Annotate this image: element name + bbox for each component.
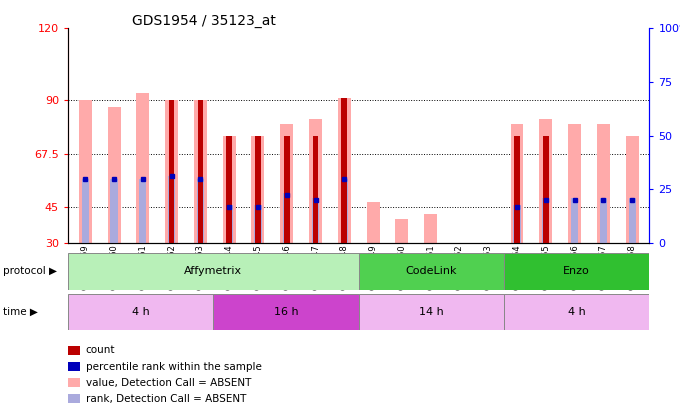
Bar — [338, 98, 351, 243]
Text: 4 h: 4 h — [132, 307, 150, 317]
Bar — [600, 198, 607, 243]
Text: percentile rank within the sample: percentile rank within the sample — [86, 362, 262, 371]
Text: time ▶: time ▶ — [3, 307, 38, 317]
Text: 14 h: 14 h — [419, 307, 444, 317]
FancyBboxPatch shape — [504, 253, 649, 290]
Bar — [341, 98, 347, 243]
Bar — [283, 193, 290, 243]
Text: value, Detection Call = ABSENT: value, Detection Call = ABSENT — [86, 378, 251, 388]
Text: CodeLink: CodeLink — [406, 266, 457, 276]
Bar — [539, 119, 552, 243]
Text: 16 h: 16 h — [274, 307, 299, 317]
Bar — [197, 100, 203, 243]
Text: Enzo: Enzo — [563, 266, 590, 276]
Bar — [568, 124, 581, 243]
Bar — [254, 205, 262, 243]
Bar — [341, 179, 348, 243]
Bar — [367, 202, 379, 243]
Bar — [82, 179, 89, 243]
Text: 4 h: 4 h — [568, 307, 585, 317]
Bar — [139, 179, 146, 243]
Bar — [165, 100, 178, 243]
Bar — [226, 136, 232, 243]
Bar — [543, 136, 549, 243]
FancyBboxPatch shape — [504, 294, 649, 330]
Bar — [223, 136, 236, 243]
Bar — [137, 93, 150, 243]
FancyBboxPatch shape — [359, 253, 504, 290]
Bar — [255, 136, 261, 243]
FancyBboxPatch shape — [68, 294, 214, 330]
Bar — [626, 136, 639, 243]
Bar — [313, 136, 318, 243]
Bar — [597, 124, 610, 243]
Bar — [79, 100, 92, 243]
Text: GDS1954 / 35123_at: GDS1954 / 35123_at — [132, 14, 276, 28]
Text: count: count — [86, 345, 115, 355]
Bar — [514, 136, 520, 243]
Bar — [252, 136, 265, 243]
Bar — [542, 198, 549, 243]
Bar — [280, 124, 293, 243]
Bar — [395, 219, 409, 243]
Bar — [511, 124, 524, 243]
Bar — [197, 179, 204, 243]
Bar — [628, 198, 636, 243]
Bar — [284, 136, 290, 243]
Text: Affymetrix: Affymetrix — [184, 266, 242, 276]
Bar — [107, 107, 120, 243]
Bar — [226, 205, 233, 243]
FancyBboxPatch shape — [359, 294, 504, 330]
Bar — [194, 100, 207, 243]
Text: rank, Detection Call = ABSENT: rank, Detection Call = ABSENT — [86, 394, 246, 404]
Bar — [168, 176, 175, 243]
Text: protocol ▶: protocol ▶ — [3, 266, 57, 276]
Bar — [169, 100, 175, 243]
FancyBboxPatch shape — [68, 253, 359, 290]
Bar — [110, 179, 118, 243]
Bar — [424, 214, 437, 243]
Bar — [571, 198, 578, 243]
Bar — [309, 119, 322, 243]
Bar — [312, 198, 319, 243]
FancyBboxPatch shape — [214, 294, 359, 330]
Bar — [513, 205, 521, 243]
